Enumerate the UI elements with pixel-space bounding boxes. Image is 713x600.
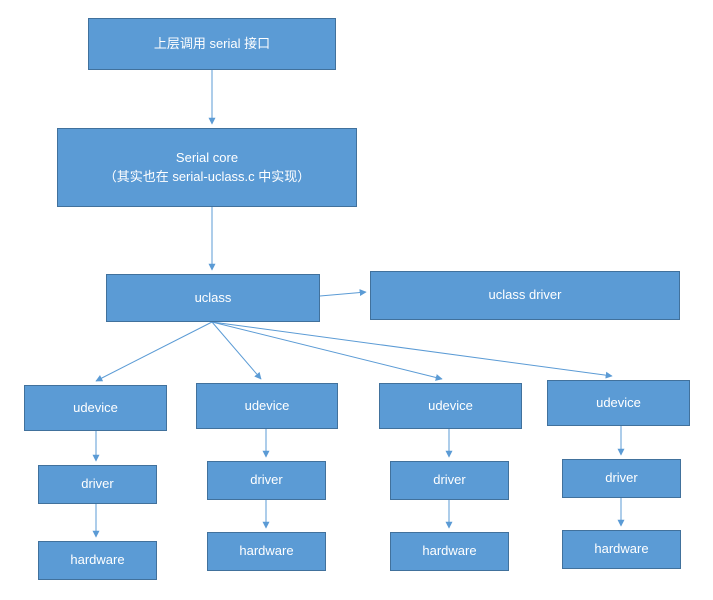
node-label: udevice	[596, 394, 641, 412]
node-drv3: driver	[390, 461, 509, 500]
node-udev4: udevice	[547, 380, 690, 426]
node-label: driver	[250, 471, 283, 489]
node-udev1: udevice	[24, 385, 167, 431]
edge	[96, 322, 212, 381]
node-label: hardware	[70, 551, 124, 569]
node-label: driver	[81, 475, 114, 493]
node-drv4: driver	[562, 459, 681, 498]
node-label: uclass driver	[489, 286, 562, 304]
node-uclass: uclass	[106, 274, 320, 322]
node-label: hardware	[239, 542, 293, 560]
node-top: 上层调用 serial 接口	[88, 18, 336, 70]
node-drv1: driver	[38, 465, 157, 504]
node-serialcore: Serial core（其实也在 serial-uclass.c 中实现）	[57, 128, 357, 207]
edge	[320, 292, 366, 296]
node-label: Serial core（其实也在 serial-uclass.c 中实现）	[104, 149, 311, 185]
node-hw4: hardware	[562, 530, 681, 569]
node-label: hardware	[594, 540, 648, 558]
node-label: udevice	[428, 397, 473, 415]
node-label: hardware	[422, 542, 476, 560]
edge	[212, 322, 612, 376]
node-label: 上层调用 serial 接口	[154, 35, 270, 53]
node-hw3: hardware	[390, 532, 509, 571]
edge	[212, 322, 442, 379]
node-udev2: udevice	[196, 383, 338, 429]
node-label: udevice	[73, 399, 118, 417]
node-label: driver	[433, 471, 466, 489]
node-udev3: udevice	[379, 383, 522, 429]
edge	[212, 322, 261, 379]
node-label: udevice	[245, 397, 290, 415]
node-drv2: driver	[207, 461, 326, 500]
node-hw1: hardware	[38, 541, 157, 580]
node-hw2: hardware	[207, 532, 326, 571]
node-label: driver	[605, 469, 638, 487]
node-uclassdriver: uclass driver	[370, 271, 680, 320]
node-label: uclass	[195, 289, 232, 307]
